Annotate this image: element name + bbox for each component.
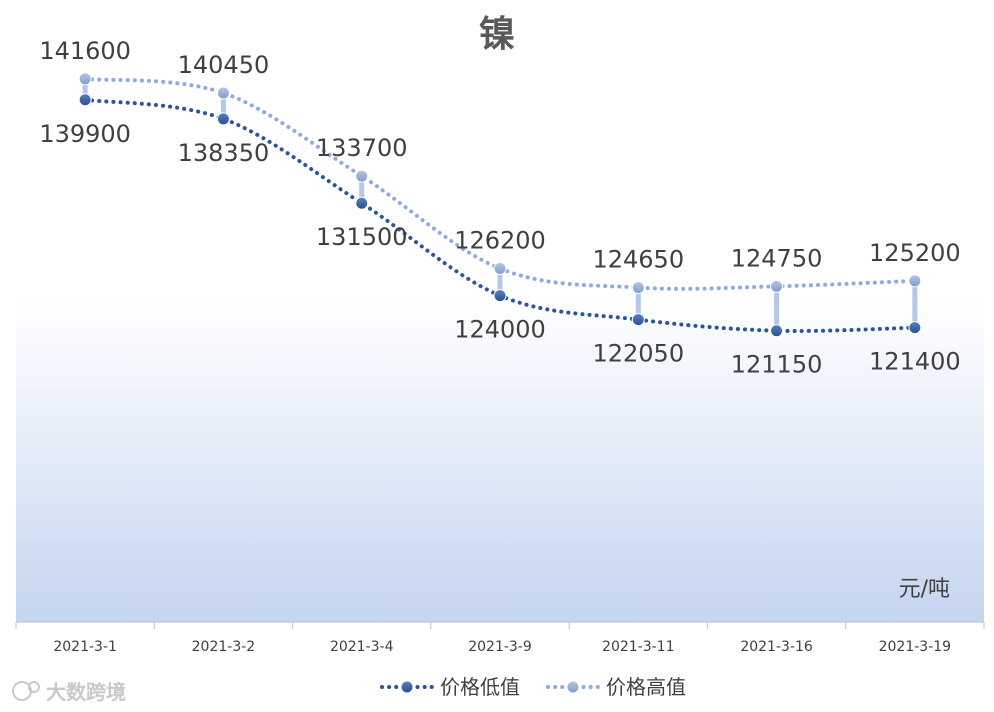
data-label-high: 125200 — [869, 239, 961, 267]
data-point-low — [355, 196, 369, 210]
data-label-low: 131500 — [316, 223, 408, 251]
data-point-low — [493, 289, 507, 303]
data-label-low: 121150 — [731, 351, 823, 379]
data-point-high — [355, 169, 369, 183]
data-label-high: 126200 — [454, 227, 546, 255]
data-point-high — [631, 281, 645, 295]
data-point-low — [78, 93, 92, 107]
data-point-low — [631, 313, 645, 327]
data-point-low — [770, 324, 784, 338]
data-label-low: 138350 — [178, 139, 270, 167]
x-tick-label: 2021-3-19 — [879, 639, 951, 655]
legend-marker-low — [400, 680, 414, 694]
data-point-high — [770, 279, 784, 293]
data-markers — [78, 72, 922, 338]
data-point-high — [908, 274, 922, 288]
data-point-low — [216, 112, 230, 126]
legend-marker-high — [566, 680, 580, 694]
data-point-low — [908, 321, 922, 335]
legend-label-low: 价格低值 — [440, 675, 520, 699]
legend: 价格低值 价格高值 — [380, 675, 686, 699]
sun-logo-icon — [12, 681, 40, 701]
x-tick-label: 2021-3-1 — [53, 639, 117, 655]
plot-background — [16, 300, 984, 622]
unit-label: 元/吨 — [899, 577, 950, 602]
data-label-low: 121400 — [869, 348, 961, 376]
data-label-high: 140450 — [178, 51, 270, 79]
data-label-high: 141600 — [39, 37, 131, 65]
data-labels: 139900 138350 131500 124000 122050 121150 1214… — [39, 37, 960, 379]
data-label-high: 133700 — [316, 134, 408, 162]
watermark: 大数跨境 — [12, 680, 126, 704]
x-tick-label: 2021-3-4 — [330, 639, 394, 655]
data-point-high — [78, 72, 92, 86]
data-label-low: 122050 — [592, 340, 684, 368]
x-tick-label: 2021-3-11 — [602, 639, 674, 655]
watermark-text: 大数跨境 — [46, 680, 126, 704]
x-axis: 2021-3-1 2021-3-2 2021-3-4 2021-3-9 2021-3-1… — [15, 621, 985, 655]
data-label-high: 124750 — [731, 244, 823, 272]
data-point-high — [493, 262, 507, 276]
data-label-low: 139900 — [39, 120, 131, 148]
x-tick-label: 2021-3-2 — [192, 639, 256, 655]
x-tick-label: 2021-3-9 — [468, 639, 532, 655]
chart-title: 镍 — [479, 14, 515, 55]
legend-label-high: 价格高值 — [606, 675, 686, 699]
data-point-high — [216, 86, 230, 100]
x-tick-label: 2021-3-16 — [740, 639, 813, 655]
data-label-high: 124650 — [592, 246, 684, 274]
data-label-low: 124000 — [454, 316, 546, 344]
